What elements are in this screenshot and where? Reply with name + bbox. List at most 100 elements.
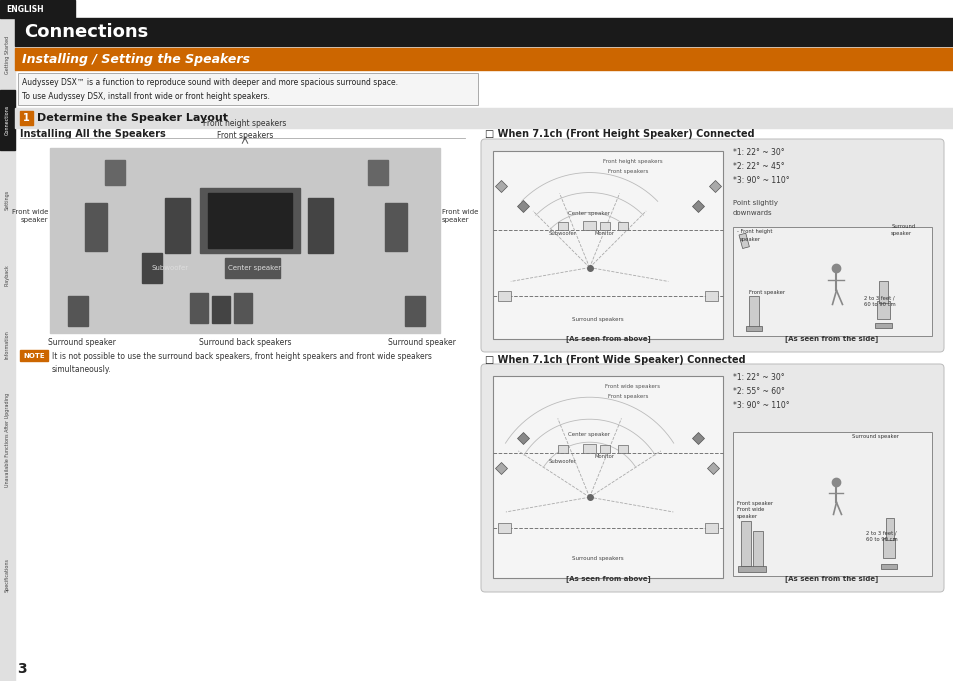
Text: Connections: Connections: [5, 105, 10, 135]
Text: 1: 1: [23, 113, 30, 123]
Text: [As seen from the side]: [As seen from the side]: [784, 335, 878, 342]
Bar: [497, 522, 511, 533]
Bar: [0, 90, 15, 150]
Text: Connections: Connections: [24, 23, 148, 41]
Text: Front wide
speaker: Front wide speaker: [11, 209, 48, 223]
Text: [As seen from the side]: [As seen from the side]: [784, 575, 878, 582]
Bar: [582, 221, 596, 230]
Text: [As seen from above]: [As seen from above]: [565, 575, 650, 582]
Bar: [740, 521, 750, 566]
Text: Surround speaker: Surround speaker: [852, 434, 899, 439]
Text: 3: 3: [17, 662, 27, 676]
Bar: [208, 193, 292, 248]
Text: Unavailable Functions After Upgrading: Unavailable Functions After Upgrading: [5, 393, 10, 487]
Bar: [879, 281, 887, 303]
Bar: [704, 522, 718, 533]
Text: Audyssey DSX™ is a function to reproduce sound with deeper and more spacious sur: Audyssey DSX™ is a function to reproduce…: [22, 78, 397, 101]
Bar: [50, 148, 439, 333]
Bar: [200, 188, 299, 253]
Bar: [752, 531, 762, 569]
Text: Front speakers: Front speakers: [216, 131, 273, 140]
Bar: [142, 253, 162, 283]
Text: Front wide
speaker: Front wide speaker: [441, 209, 477, 223]
Text: Point slightly: Point slightly: [732, 200, 778, 206]
Text: NOTE: NOTE: [23, 353, 45, 358]
Text: *2: 55° ~ 60°: *2: 55° ~ 60°: [732, 387, 784, 396]
Text: Front height speakers: Front height speakers: [602, 159, 662, 164]
Bar: [68, 296, 88, 326]
Bar: [308, 198, 333, 253]
Text: 2 to 3 feet /
60 to 90 cm: 2 to 3 feet / 60 to 90 cm: [865, 530, 897, 542]
Text: Settings: Settings: [5, 190, 10, 210]
Text: Determine the Speaker Layout: Determine the Speaker Layout: [37, 113, 228, 123]
Text: Front speaker: Front speaker: [748, 290, 784, 295]
Text: *3: 90° ~ 110°: *3: 90° ~ 110°: [732, 401, 789, 410]
Bar: [881, 564, 896, 569]
Bar: [15, 48, 953, 70]
Bar: [385, 203, 407, 251]
Text: Front height speakers: Front height speakers: [203, 119, 287, 128]
Bar: [20, 350, 48, 361]
Bar: [877, 301, 889, 319]
Text: Front speaker
Front wide
speaker: Front speaker Front wide speaker: [737, 501, 772, 519]
Bar: [618, 445, 627, 453]
Bar: [20, 111, 33, 125]
Bar: [18, 73, 477, 105]
Text: Subwoofer: Subwoofer: [548, 459, 577, 464]
Bar: [18, 73, 477, 105]
Text: Information: Information: [5, 330, 10, 360]
Text: Surround speakers: Surround speakers: [572, 317, 623, 322]
Text: It is not possible to use the surround back speakers, front height speakers and : It is not possible to use the surround b…: [52, 352, 432, 373]
Text: downwards: downwards: [732, 210, 772, 216]
Text: [As seen from above]: [As seen from above]: [565, 335, 650, 342]
Bar: [212, 296, 230, 323]
Text: ENGLISH: ENGLISH: [6, 5, 44, 14]
Text: Subwoofer: Subwoofer: [548, 231, 577, 236]
Bar: [874, 323, 891, 328]
Text: speaker: speaker: [740, 237, 760, 242]
Text: Center speaker: Center speaker: [228, 265, 281, 271]
Bar: [225, 258, 280, 278]
Text: Front speakers: Front speakers: [607, 394, 647, 399]
Text: *1: 22° ~ 30°: *1: 22° ~ 30°: [732, 148, 783, 157]
Bar: [885, 518, 893, 540]
Text: Surround speakers: Surround speakers: [572, 556, 623, 561]
Text: Playback: Playback: [5, 264, 10, 286]
Bar: [493, 376, 722, 578]
Bar: [704, 291, 718, 301]
FancyBboxPatch shape: [480, 364, 943, 592]
Bar: [732, 227, 931, 336]
Bar: [558, 222, 567, 230]
Bar: [0, 0, 75, 18]
Bar: [0, 0, 15, 681]
Text: Specifications: Specifications: [5, 558, 10, 592]
Text: Front wide speakers: Front wide speakers: [605, 384, 659, 389]
Text: Front speakers: Front speakers: [607, 169, 647, 174]
Bar: [493, 151, 722, 339]
FancyBboxPatch shape: [480, 139, 943, 352]
Text: Surround
speaker: Surround speaker: [890, 225, 915, 236]
Bar: [618, 222, 627, 230]
Text: *2: 22° ~ 45°: *2: 22° ~ 45°: [732, 162, 783, 171]
Text: *3: 90° ~ 110°: *3: 90° ~ 110°: [732, 176, 789, 185]
Text: Subwoofer: Subwoofer: [152, 265, 189, 271]
Text: - Front height: - Front height: [737, 229, 772, 234]
Bar: [748, 296, 759, 328]
Bar: [582, 444, 596, 453]
Bar: [732, 432, 931, 576]
Bar: [165, 198, 190, 253]
Bar: [405, 296, 424, 326]
Text: Installing All the Speakers: Installing All the Speakers: [20, 129, 166, 139]
Bar: [599, 222, 609, 230]
Bar: [105, 160, 125, 185]
Bar: [15, 108, 953, 128]
Bar: [233, 293, 252, 323]
Text: Monitor: Monitor: [595, 231, 615, 236]
Bar: [745, 326, 761, 331]
Text: Getting Started: Getting Started: [5, 36, 10, 74]
Bar: [15, 18, 953, 46]
Bar: [738, 566, 765, 572]
Bar: [368, 160, 388, 185]
Text: Center speaker: Center speaker: [567, 211, 609, 216]
Text: Installing / Setting the Speakers: Installing / Setting the Speakers: [22, 52, 250, 65]
